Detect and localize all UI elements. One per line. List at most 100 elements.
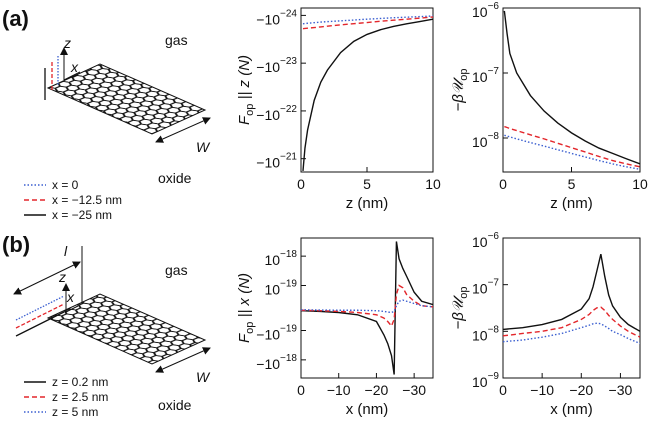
length-arrow <box>13 261 81 295</box>
oxide-label: oxide <box>158 397 192 413</box>
plot: −10−24−10−23−10−22−10−210 5 10z (nm)Fop ||… <box>236 7 441 212</box>
length-label: l <box>64 243 68 259</box>
tick-base: −10 <box>256 107 280 123</box>
y-tick-label: 10−6 <box>472 231 499 250</box>
y-label-main: −β𝒰 <box>450 294 467 329</box>
tick-base: 10 <box>472 374 488 390</box>
tick-exponent: −8 <box>488 131 500 142</box>
width-label: W <box>196 139 211 155</box>
x-tick-label: 0 <box>499 176 507 192</box>
gas-label: gas <box>165 262 188 278</box>
graphene-sheet <box>46 63 207 135</box>
x-axis-label: z (nm) <box>346 195 389 212</box>
x-tick-label: −10 <box>327 382 351 398</box>
tick-exponent: −22 <box>280 104 297 115</box>
y-label-rest: || x (N) <box>236 273 253 322</box>
gas-label: gas <box>165 32 188 48</box>
x-tick-label: 0 <box>499 382 507 398</box>
tick-base: −10 <box>256 155 280 171</box>
series-line <box>302 15 433 25</box>
series-line <box>503 254 640 332</box>
y-axis-label: −β𝒰op <box>450 286 470 329</box>
y-label-main: F <box>236 333 253 343</box>
y-axis-label: Fop || z (N) <box>236 55 256 125</box>
tick-exponent: −8 <box>488 324 500 335</box>
tick-exponent: −7 <box>488 66 500 77</box>
tick-base: −10 <box>256 356 280 372</box>
width-arrow <box>155 117 211 143</box>
x-tick-label: 10 <box>425 176 441 192</box>
y-axis-label: −β𝒰op <box>450 68 470 111</box>
axis-label: x <box>66 289 75 305</box>
y-tick-label: −10−23 <box>256 56 297 75</box>
legend-label: x = −12.5 nm <box>52 193 122 207</box>
y-label-sub: op <box>244 322 256 334</box>
legend-label: z = 5 nm <box>52 405 98 419</box>
plot-frame <box>502 237 641 379</box>
x-tick-label: 5 <box>363 176 371 192</box>
tick-base: −10 <box>256 326 280 342</box>
series-line <box>503 322 640 345</box>
tick-exponent: −6 <box>488 231 500 242</box>
tick-base: 10 <box>472 327 488 343</box>
tick-exponent: −18 <box>280 353 297 364</box>
axis-label: x <box>70 59 79 75</box>
plot-frame <box>502 7 641 173</box>
series-line <box>504 134 640 170</box>
y-tick-label: 10−7 <box>472 66 499 85</box>
x-axis-arrow <box>65 305 79 313</box>
y-label-sub: op <box>458 68 470 80</box>
x-tick-label: −30 <box>402 382 426 398</box>
y-tick-label: −10−18 <box>256 353 297 372</box>
y-tick-label: −10−21 <box>256 152 297 171</box>
tick-base: 10 <box>472 4 488 20</box>
x-axis-label: z (nm) <box>550 195 593 212</box>
x-tick-label: −20 <box>569 382 593 398</box>
panel-label: (a) <box>2 6 29 31</box>
x-axis-label: x (nm) <box>346 401 389 418</box>
y-tick-label: 10−6 <box>472 1 499 20</box>
tick-exponent: −19 <box>280 279 297 290</box>
legend-label: x = 0 <box>52 178 79 192</box>
plot: 10−610−710−810−90 −10 −20 −30x (nm)−β𝒰op <box>450 231 641 418</box>
x-axis-label: x (nm) <box>550 401 593 418</box>
x-axis-arrow <box>63 71 81 81</box>
series-line <box>503 306 640 338</box>
tick-base: 10 <box>472 281 488 297</box>
plot-frame <box>300 237 434 379</box>
x-tick-label: −30 <box>609 382 633 398</box>
tick-exponent: −23 <box>280 56 297 67</box>
plot-frame <box>300 7 434 173</box>
graphene-sheet <box>46 293 207 365</box>
y-label-sub: op <box>244 104 256 116</box>
tick-exponent: −21 <box>280 152 297 163</box>
tick-base: 10 <box>472 234 488 250</box>
axis-label: z <box>58 269 66 285</box>
probe-line <box>15 311 65 337</box>
series-line <box>503 10 640 165</box>
y-tick-label: −10−19 <box>256 323 297 342</box>
tick-base: −10 <box>256 59 280 75</box>
y-tick-label: 10−7 <box>472 278 499 297</box>
x-tick-label: −20 <box>365 382 389 398</box>
y-tick-label: 10−8 <box>472 324 499 343</box>
width-label: W <box>196 369 211 385</box>
y-tick-label: 10−19 <box>264 279 297 298</box>
legend-label: z = 2.5 nm <box>52 390 108 404</box>
series-line <box>302 18 433 171</box>
schematic-a: (a) z x W gas oxide <box>2 6 211 186</box>
tick-base: 10 <box>472 134 488 150</box>
y-tick-label: −10−22 <box>256 104 297 123</box>
tick-base: 10 <box>264 252 280 268</box>
y-label-main: −β𝒰 <box>450 76 467 111</box>
y-tick-label: 10−18 <box>264 249 297 268</box>
legend-label: x = −25 nm <box>52 208 112 222</box>
x-tick-label: 0 <box>297 382 305 398</box>
y-tick-label: 10−8 <box>472 131 499 150</box>
x-tick-label: −10 <box>530 382 554 398</box>
y-tick-label: −10−24 <box>256 8 297 27</box>
tick-exponent: −6 <box>488 1 500 12</box>
tick-exponent: −24 <box>280 8 297 19</box>
